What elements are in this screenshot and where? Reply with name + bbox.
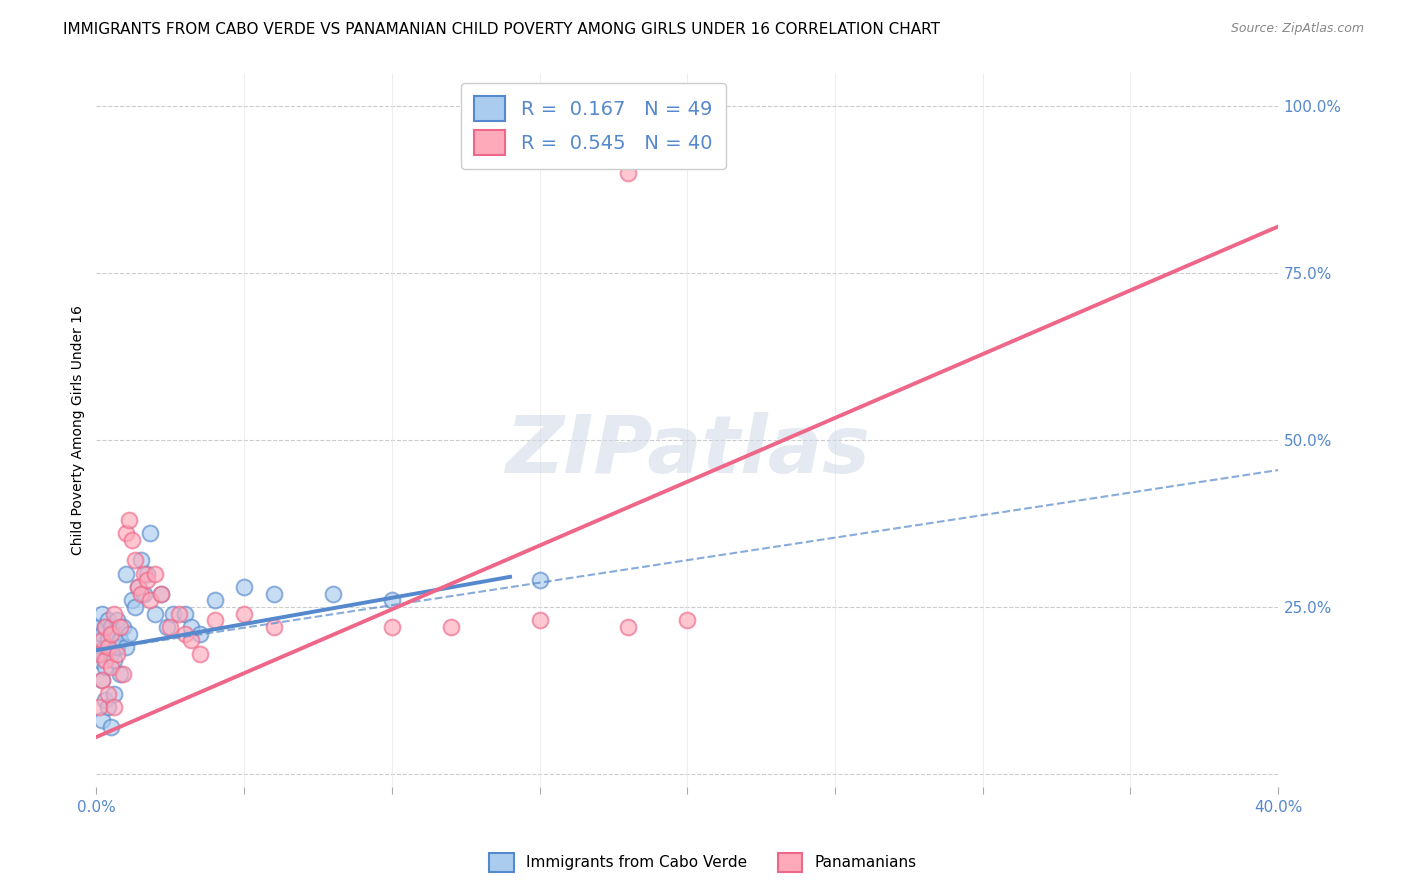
Point — [103, 653, 125, 667]
Point — [89, 633, 111, 648]
Point — [132, 566, 155, 581]
Legend: R =  0.167   N = 49, R =  0.545   N = 40: R = 0.167 N = 49, R = 0.545 N = 40 — [461, 83, 725, 169]
Point — [91, 673, 114, 688]
Point — [108, 633, 131, 648]
Point — [105, 640, 128, 654]
Point — [105, 647, 128, 661]
Point — [94, 660, 117, 674]
Point — [129, 553, 152, 567]
Point — [105, 613, 128, 627]
Point — [529, 573, 551, 587]
Point — [111, 620, 134, 634]
Point — [91, 714, 114, 728]
Point — [150, 586, 173, 600]
Point — [127, 580, 149, 594]
Point — [97, 613, 120, 627]
Point — [129, 586, 152, 600]
Point — [115, 526, 138, 541]
Point — [440, 620, 463, 634]
Point — [121, 533, 143, 548]
Point — [381, 620, 404, 634]
Point — [174, 607, 197, 621]
Point — [100, 720, 122, 734]
Point — [138, 526, 160, 541]
Point — [94, 620, 117, 634]
Point — [233, 580, 256, 594]
Point — [145, 566, 167, 581]
Point — [103, 626, 125, 640]
Point — [121, 593, 143, 607]
Point — [91, 633, 114, 648]
Point — [167, 607, 190, 621]
Point — [103, 607, 125, 621]
Point — [180, 620, 202, 634]
Point — [89, 620, 111, 634]
Point — [159, 620, 181, 634]
Point — [103, 700, 125, 714]
Point — [180, 633, 202, 648]
Point — [127, 580, 149, 594]
Point — [91, 647, 114, 661]
Point — [100, 626, 122, 640]
Point — [263, 620, 285, 634]
Point — [100, 647, 122, 661]
Point — [97, 640, 120, 654]
Point — [188, 626, 211, 640]
Point — [89, 647, 111, 661]
Point — [617, 620, 640, 634]
Point — [156, 620, 179, 634]
Point — [204, 593, 226, 607]
Point — [135, 566, 157, 581]
Point — [145, 607, 167, 621]
Point — [97, 633, 120, 648]
Point — [188, 647, 211, 661]
Point — [381, 593, 404, 607]
Point — [132, 586, 155, 600]
Point — [91, 673, 114, 688]
Point — [124, 599, 146, 614]
Point — [103, 687, 125, 701]
Point — [135, 573, 157, 587]
Point — [138, 593, 160, 607]
Point — [91, 626, 114, 640]
Text: Source: ZipAtlas.com: Source: ZipAtlas.com — [1230, 22, 1364, 36]
Point — [89, 653, 111, 667]
Point — [97, 687, 120, 701]
Legend: Immigrants from Cabo Verde, Panamanians: Immigrants from Cabo Verde, Panamanians — [482, 845, 924, 880]
Point — [162, 607, 184, 621]
Point — [529, 613, 551, 627]
Point — [89, 700, 111, 714]
Point — [115, 566, 138, 581]
Point — [108, 620, 131, 634]
Point — [94, 693, 117, 707]
Point — [94, 640, 117, 654]
Point — [263, 586, 285, 600]
Text: ZIPatlas: ZIPatlas — [505, 412, 870, 491]
Point — [94, 620, 117, 634]
Point — [94, 653, 117, 667]
Point — [100, 620, 122, 634]
Point — [115, 640, 138, 654]
Point — [617, 166, 640, 180]
Point — [233, 607, 256, 621]
Point — [91, 607, 114, 621]
Y-axis label: Child Poverty Among Girls Under 16: Child Poverty Among Girls Under 16 — [72, 305, 86, 555]
Point — [174, 626, 197, 640]
Point — [124, 553, 146, 567]
Point — [97, 700, 120, 714]
Point — [150, 586, 173, 600]
Point — [108, 666, 131, 681]
Point — [100, 660, 122, 674]
Text: IMMIGRANTS FROM CABO VERDE VS PANAMANIAN CHILD POVERTY AMONG GIRLS UNDER 16 CORR: IMMIGRANTS FROM CABO VERDE VS PANAMANIAN… — [63, 22, 941, 37]
Point — [118, 513, 141, 527]
Point — [111, 666, 134, 681]
Point — [204, 613, 226, 627]
Point — [322, 586, 344, 600]
Point — [676, 613, 699, 627]
Point — [118, 626, 141, 640]
